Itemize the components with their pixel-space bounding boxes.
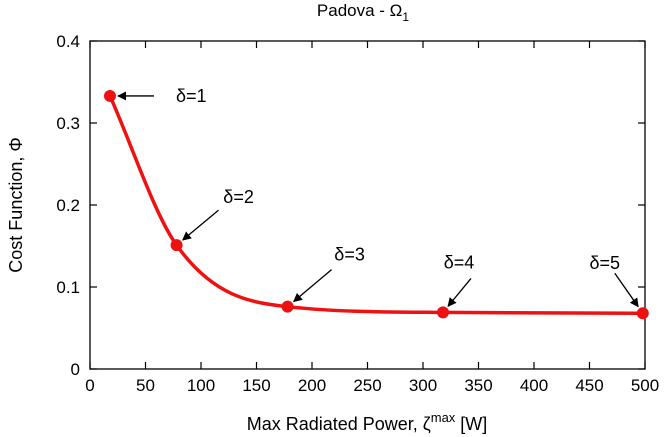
annotations-group: δ=1 δ=2 δ=3 δ=4 δ=5 xyxy=(117,86,639,308)
y-tick-label: 0.1 xyxy=(56,278,80,297)
chart-title-subscript: 1 xyxy=(402,10,409,24)
x-tick-label: 400 xyxy=(520,376,548,395)
y-axis-label: Cost Function, Φ xyxy=(6,137,26,272)
y-tick-label: 0 xyxy=(71,360,80,379)
series-group xyxy=(103,89,649,320)
x-axis-label: Max Radiated Power, ζmax [W] xyxy=(247,410,488,434)
x-tick-label: 200 xyxy=(298,376,326,395)
annotation-label: δ=1 xyxy=(176,86,207,106)
y-axis-ticks: 0 0.1 0.2 0.3 0.4 xyxy=(56,32,645,379)
annotation-label: δ=3 xyxy=(334,245,365,265)
x-tick-label: 500 xyxy=(631,376,659,395)
annotation-label: δ=2 xyxy=(223,187,254,207)
x-tick-label: 250 xyxy=(353,376,381,395)
annotation-arrow xyxy=(293,269,332,303)
x-tick-label: 450 xyxy=(575,376,603,395)
data-point xyxy=(636,307,649,320)
chart-title: Padova - Ω1 xyxy=(317,1,409,24)
x-axis-label-superscript: max xyxy=(431,410,456,425)
x-tick-label: 0 xyxy=(85,376,94,395)
x-tick-label: 150 xyxy=(242,376,270,395)
x-tick-label: 350 xyxy=(464,376,492,395)
data-point xyxy=(436,306,449,319)
y-tick-label: 0.3 xyxy=(56,114,80,133)
annotation-arrow xyxy=(182,209,219,241)
annotation-label: δ=4 xyxy=(444,252,475,272)
plot-frame xyxy=(89,40,646,370)
y-tick-label: 0.2 xyxy=(56,196,80,215)
x-axis-ticks: 0 50 100 150 200 250 300 350 400 450 500 xyxy=(85,41,659,395)
annotation-arrow xyxy=(447,278,472,307)
x-tick-label: 100 xyxy=(187,376,215,395)
data-point xyxy=(281,300,294,313)
data-point xyxy=(170,239,183,252)
data-point xyxy=(103,89,116,102)
series-line xyxy=(108,95,643,315)
annotation-label: δ=5 xyxy=(590,253,621,273)
x-tick-label: 300 xyxy=(409,376,437,395)
annotation-arrow xyxy=(614,272,639,308)
y-tick-label: 0.4 xyxy=(56,32,80,51)
x-tick-label: 50 xyxy=(136,376,155,395)
